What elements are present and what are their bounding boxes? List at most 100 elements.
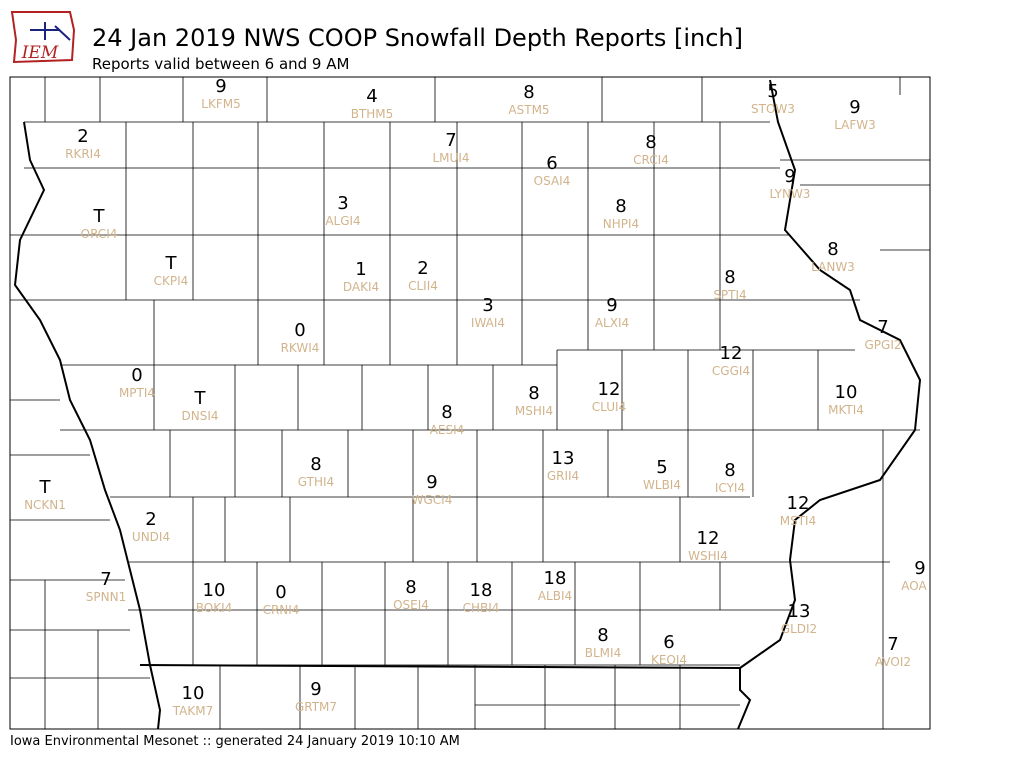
station-id: CGGI4: [712, 364, 750, 378]
station-value: T: [165, 253, 178, 274]
station-value: 6: [663, 632, 674, 653]
station-value: 9: [784, 166, 795, 187]
station-value: 7: [877, 317, 888, 338]
station-value: 13: [788, 601, 811, 622]
station-id: BLMI4: [585, 646, 621, 660]
station-id: SPTI4: [713, 288, 746, 302]
station-id: GRTM7: [295, 700, 337, 714]
station-id: NHPI4: [603, 217, 639, 231]
state-border: [739, 79, 922, 669]
station-id: LANW3: [811, 260, 855, 274]
station-id: MSHI4: [515, 404, 553, 418]
station-id: WGCI4: [412, 493, 453, 507]
state-border: [139, 664, 752, 730]
station-id: CHBI4: [463, 601, 500, 615]
station-value: 1: [355, 259, 366, 280]
station-id: ORCI4: [81, 227, 118, 241]
station-id: SPNN1: [86, 590, 126, 604]
station-id: WSHI4: [688, 549, 728, 563]
station-value: 7: [445, 130, 456, 151]
station-value: 12: [598, 379, 621, 400]
station-id: ALGI4: [325, 214, 360, 228]
station-value: 8: [724, 267, 735, 288]
station-value: 9: [849, 97, 860, 118]
station-value: 8: [528, 383, 539, 404]
station-value: 8: [441, 402, 452, 423]
station-value: 10: [835, 382, 858, 403]
footer: Iowa Environmental Mesonet :: generated …: [10, 734, 460, 749]
station-value: 7: [100, 569, 111, 590]
station-id: AOA: [901, 579, 927, 593]
station-value: 9: [914, 558, 925, 579]
station-id: STOW3: [751, 102, 795, 116]
station-value: 8: [827, 239, 838, 260]
logo-outline: [10, 11, 76, 64]
station-value: 10: [203, 580, 226, 601]
title: 24 Jan 2019 NWS COOP Snowfall Depth Repo…: [92, 24, 743, 52]
station-id: GPGI2: [864, 338, 901, 352]
station-id: OSAI4: [534, 174, 571, 188]
station-id: ALBI4: [538, 589, 572, 603]
station-value: 9: [310, 679, 321, 700]
station-value: 12: [787, 493, 810, 514]
station-value: 0: [131, 365, 142, 386]
station-id: LAFW3: [834, 118, 876, 132]
station-id: KEOI4: [651, 653, 687, 667]
county-lines: [10, 77, 930, 729]
station-value: 5: [767, 81, 778, 102]
station-value: 4: [366, 86, 377, 107]
station-value: 12: [720, 343, 743, 364]
station-id: MPTI4: [119, 386, 155, 400]
station-value: 8: [645, 132, 656, 153]
station-id: ASTM5: [508, 103, 549, 117]
station-value: 3: [482, 295, 493, 316]
station-value: 12: [697, 528, 720, 549]
station-id: ALXI4: [595, 316, 629, 330]
station-value: 6: [546, 153, 557, 174]
station-value: 8: [310, 454, 321, 475]
station-value: 13: [552, 448, 575, 469]
station-id: WLBI4: [643, 478, 681, 492]
station-value: 2: [77, 126, 88, 147]
station-value: 8: [615, 196, 626, 217]
station-value: 18: [470, 580, 493, 601]
station-value: 2: [145, 509, 156, 530]
station-value: 9: [426, 472, 437, 493]
station-value: 8: [405, 577, 416, 598]
station-id: OSEI4: [393, 598, 429, 612]
station-id: LMUI4: [433, 151, 470, 165]
frame: [9, 76, 931, 730]
station-id: LKFM5: [201, 97, 240, 111]
station-value: 9: [606, 295, 617, 316]
station-id: NCKN1: [24, 498, 66, 512]
station-id: MSTI4: [780, 514, 816, 528]
station-value: 0: [294, 320, 305, 341]
station-id: GTHI4: [298, 475, 334, 489]
logo-text: IEM: [21, 43, 59, 63]
station-id: RKRI4: [65, 147, 101, 161]
station-value: 0: [275, 582, 286, 603]
station-id: CRCI4: [633, 153, 669, 167]
station-value: 8: [597, 625, 608, 646]
station-value: 10: [182, 683, 205, 704]
station-value: 9: [215, 76, 226, 97]
station-value: 3: [337, 193, 348, 214]
station-id: DNSI4: [181, 409, 218, 423]
station-value: 5: [656, 457, 667, 478]
station-id: CKPI4: [154, 274, 189, 288]
station-id: AVOI2: [875, 655, 911, 669]
station-id: BOKI4: [196, 601, 233, 615]
subtitle: Reports valid between 6 and 9 AM: [92, 55, 349, 73]
station-id: RKWI4: [281, 341, 320, 355]
station-value: 8: [724, 460, 735, 481]
station-value: 7: [887, 634, 898, 655]
station-id: MKTI4: [828, 403, 864, 417]
station-value: T: [93, 206, 106, 227]
logo-mark: [30, 22, 71, 41]
station-id: TAKM7: [172, 704, 213, 718]
station-id: LYNW3: [770, 187, 811, 201]
station-id: CLII4: [408, 279, 438, 293]
station-id: CRNI4: [263, 603, 300, 617]
